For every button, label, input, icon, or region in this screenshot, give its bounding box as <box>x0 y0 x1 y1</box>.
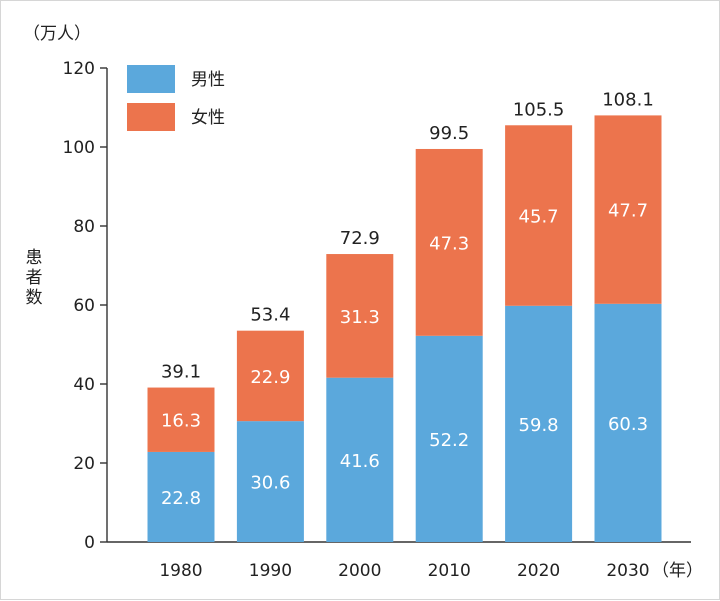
bar-female-2000 <box>326 254 394 378</box>
total-label: 53.4 <box>250 305 290 326</box>
y-tick-label: 0 <box>84 533 95 553</box>
bar-female-1990 <box>236 330 304 422</box>
total-label: 105.5 <box>513 99 565 120</box>
x-tick-label: 2000 <box>338 561 381 581</box>
bar-female-1980 <box>147 387 215 452</box>
y-axis-label: 患者数 <box>26 248 43 308</box>
data-label: 52.2 <box>429 430 469 451</box>
total-label: 99.5 <box>429 123 469 144</box>
x-tick-label: 1990 <box>249 561 292 581</box>
legend-swatch <box>127 103 175 131</box>
legend-label: 女性 <box>191 108 225 128</box>
y-tick-label: 80 <box>73 217 95 237</box>
bar-female-2020 <box>505 125 573 306</box>
bar-male-2020 <box>505 305 573 542</box>
data-label: 45.7 <box>519 207 559 228</box>
x-unit-label: （年） <box>652 561 703 581</box>
unit-label: （万人） <box>23 24 91 44</box>
bar-male-2010 <box>415 335 483 542</box>
x-tick-label: 2020 <box>517 561 560 581</box>
bars: 22.8 16.3 39.1 1980 30.6 22.9 53.4 1990 41.6 31.3… <box>147 89 703 581</box>
total-label: 108.1 <box>602 89 654 110</box>
x-tick-label: 1980 <box>159 561 202 581</box>
data-label: 31.3 <box>340 307 380 328</box>
bar-male-1980 <box>147 451 215 542</box>
data-label: 22.8 <box>161 488 201 509</box>
data-label: 59.8 <box>519 415 559 436</box>
y-tick-label: 100 <box>63 138 95 158</box>
bar-male-1990 <box>236 421 304 542</box>
data-label: 22.9 <box>250 367 290 388</box>
total-label: 72.9 <box>340 228 380 249</box>
x-tick-label: 2030 <box>606 561 649 581</box>
legend-label: 男性 <box>191 70 225 90</box>
bar-female-2030 <box>594 115 662 304</box>
data-label: 30.6 <box>250 473 290 494</box>
data-label: 41.6 <box>340 451 380 472</box>
x-tick-label: 2010 <box>428 561 471 581</box>
y-tick-label: 40 <box>73 375 95 395</box>
y-tick-label: 20 <box>73 454 95 474</box>
bar-male-2000 <box>326 377 394 542</box>
y-tick-label: 60 <box>73 296 95 316</box>
legend-swatch <box>127 65 175 93</box>
total-label: 39.1 <box>161 362 201 383</box>
bar-male-2030 <box>594 303 662 542</box>
data-label: 60.3 <box>608 414 648 435</box>
data-label: 16.3 <box>161 411 201 432</box>
bar-female-2010 <box>415 148 483 336</box>
data-label: 47.7 <box>608 201 648 222</box>
data-label: 47.3 <box>429 233 469 254</box>
y-tick-label: 120 <box>63 59 95 79</box>
